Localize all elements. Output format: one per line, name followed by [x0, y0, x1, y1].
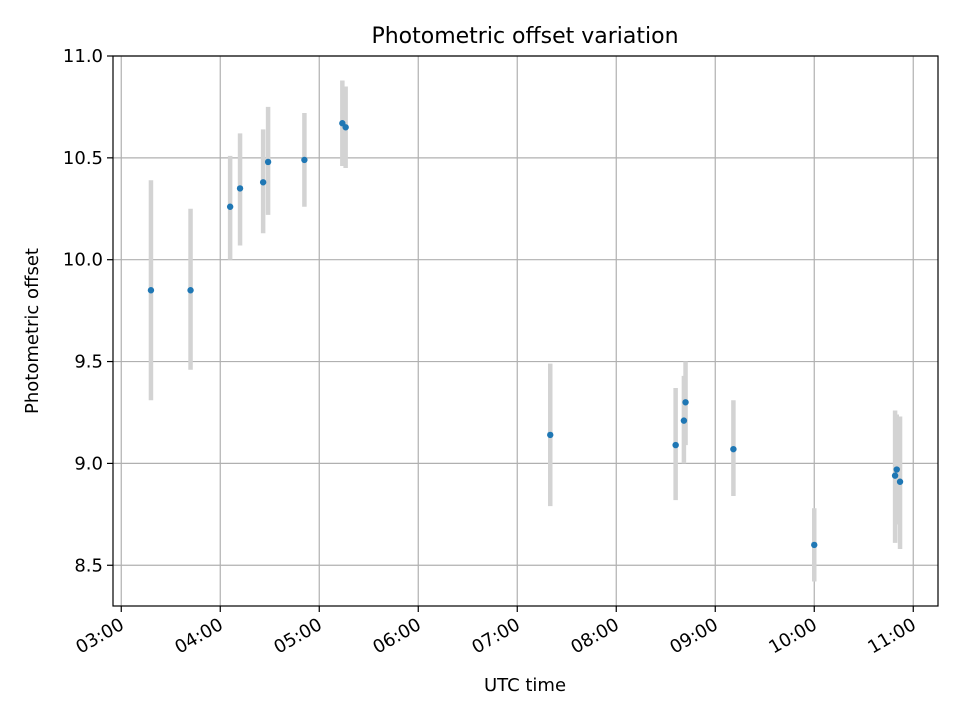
data-point [730, 445, 737, 453]
y-tick-label: 10.5 [63, 148, 103, 169]
data-point [226, 203, 234, 210]
chart-title: Photometric offset variation [371, 24, 678, 49]
data-point [891, 472, 899, 479]
data-point [264, 158, 272, 166]
data-point [187, 287, 194, 294]
plot-frame [112, 55, 939, 607]
y-tick-label: 11.0 [63, 46, 103, 67]
y-tick-label: 8.5 [74, 555, 103, 576]
y-tick-label: 9.0 [74, 453, 103, 474]
y-tick-label: 9.5 [74, 352, 103, 373]
y-axis-label: Photometric offset [22, 248, 43, 414]
data-point [259, 179, 267, 186]
data-point [547, 431, 554, 439]
data-point [236, 185, 244, 192]
grid [113, 55, 938, 606]
data-point [672, 441, 679, 449]
data-points [147, 120, 904, 549]
y-axis-ticks: 8.5 9.0 9.5 10.0 10.5 11.0 [63, 46, 113, 576]
data-point [301, 156, 308, 164]
data-point [811, 541, 818, 549]
data-point [680, 417, 688, 424]
y-tick-label: 10.0 [63, 250, 103, 271]
data-point [147, 287, 155, 294]
data-point [682, 399, 689, 406]
data-point [342, 124, 349, 131]
data-point [893, 466, 900, 473]
x-axis-label: UTC time [484, 675, 566, 696]
data-point [896, 478, 904, 485]
